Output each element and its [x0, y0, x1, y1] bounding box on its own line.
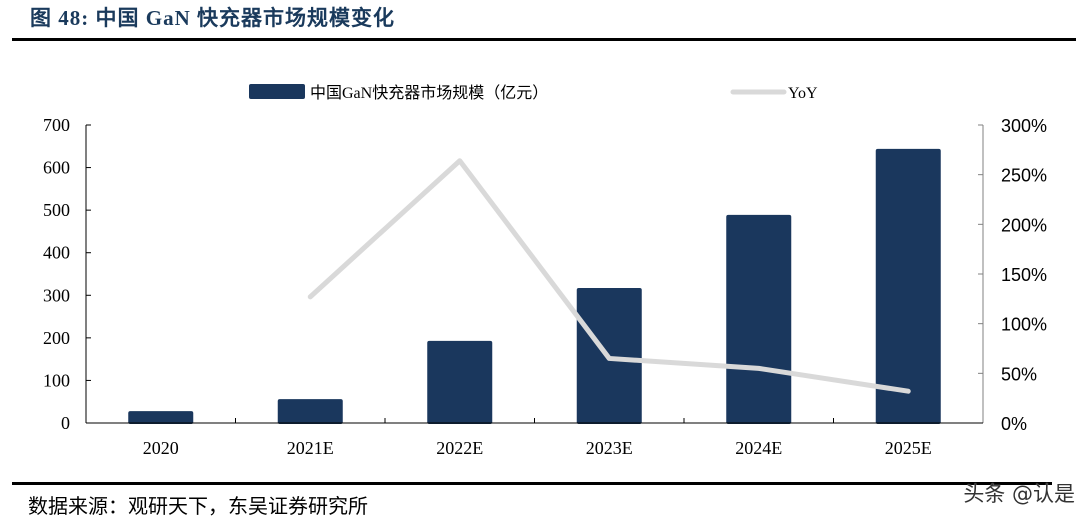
legend: 中国GaN快充器市场规模（亿元） YoY: [249, 84, 818, 102]
yoy-line-series: [307, 158, 911, 394]
left-tick-label: 200: [43, 328, 70, 348]
left-tick-label: 0: [61, 413, 70, 433]
bar-2022E: [427, 340, 493, 424]
source-divider: [12, 482, 1052, 485]
x-tick-label: 2024E: [735, 438, 782, 458]
left-y-axis: 0 100 200 300 400 500 600 700: [43, 115, 91, 433]
left-tick-label: 100: [43, 370, 70, 390]
title-divider: [12, 38, 1076, 41]
bar-2020: [128, 411, 194, 424]
x-axis: 2020 2021E 2022E 2023E 2024E 2025E: [86, 418, 983, 458]
x-tick-label: 2020: [143, 438, 179, 458]
right-tick-label: 300%: [1001, 116, 1047, 136]
source-note: 数据来源：观研天下，东吴证券研究所: [28, 496, 368, 518]
figure-title: 图 48: 中国 GaN 快充器市场规模变化: [30, 6, 395, 30]
right-tick-label: 50%: [1001, 364, 1037, 384]
bar-2025E: [875, 148, 941, 424]
left-tick-label: 400: [43, 243, 70, 263]
left-tick-label: 300: [43, 285, 70, 305]
bar-series: [128, 148, 941, 424]
right-tick-label: 0%: [1001, 414, 1027, 434]
right-y-axis: 0% 50% 100% 150% 200% 250% 300%: [978, 116, 1047, 434]
right-tick-label: 150%: [1001, 265, 1047, 285]
left-tick-label: 700: [43, 115, 70, 135]
right-tick-label: 250%: [1001, 166, 1047, 186]
left-tick-label: 500: [43, 200, 70, 220]
x-tick-label: 2025E: [885, 438, 932, 458]
x-tick-label: 2023E: [586, 438, 633, 458]
legend-line-label: YoY: [788, 85, 818, 102]
legend-bar-label: 中国GaN快充器市场规模（亿元）: [310, 84, 548, 102]
watermark: 头条 @认是: [963, 482, 1075, 506]
legend-bar-swatch: [249, 84, 305, 99]
x-tick-label: 2021E: [287, 438, 334, 458]
yoy-line: [307, 158, 911, 394]
right-tick-label: 200%: [1001, 215, 1047, 235]
chart: 中国GaN快充器市场规模（亿元） YoY 0 100 200 300 400 500 600 7…: [43, 84, 1047, 458]
left-tick-label: 600: [43, 158, 70, 178]
bar-2024E: [726, 214, 792, 424]
right-tick-label: 100%: [1001, 315, 1047, 335]
x-tick-label: 2022E: [436, 438, 483, 458]
bar-2021E: [277, 399, 343, 424]
